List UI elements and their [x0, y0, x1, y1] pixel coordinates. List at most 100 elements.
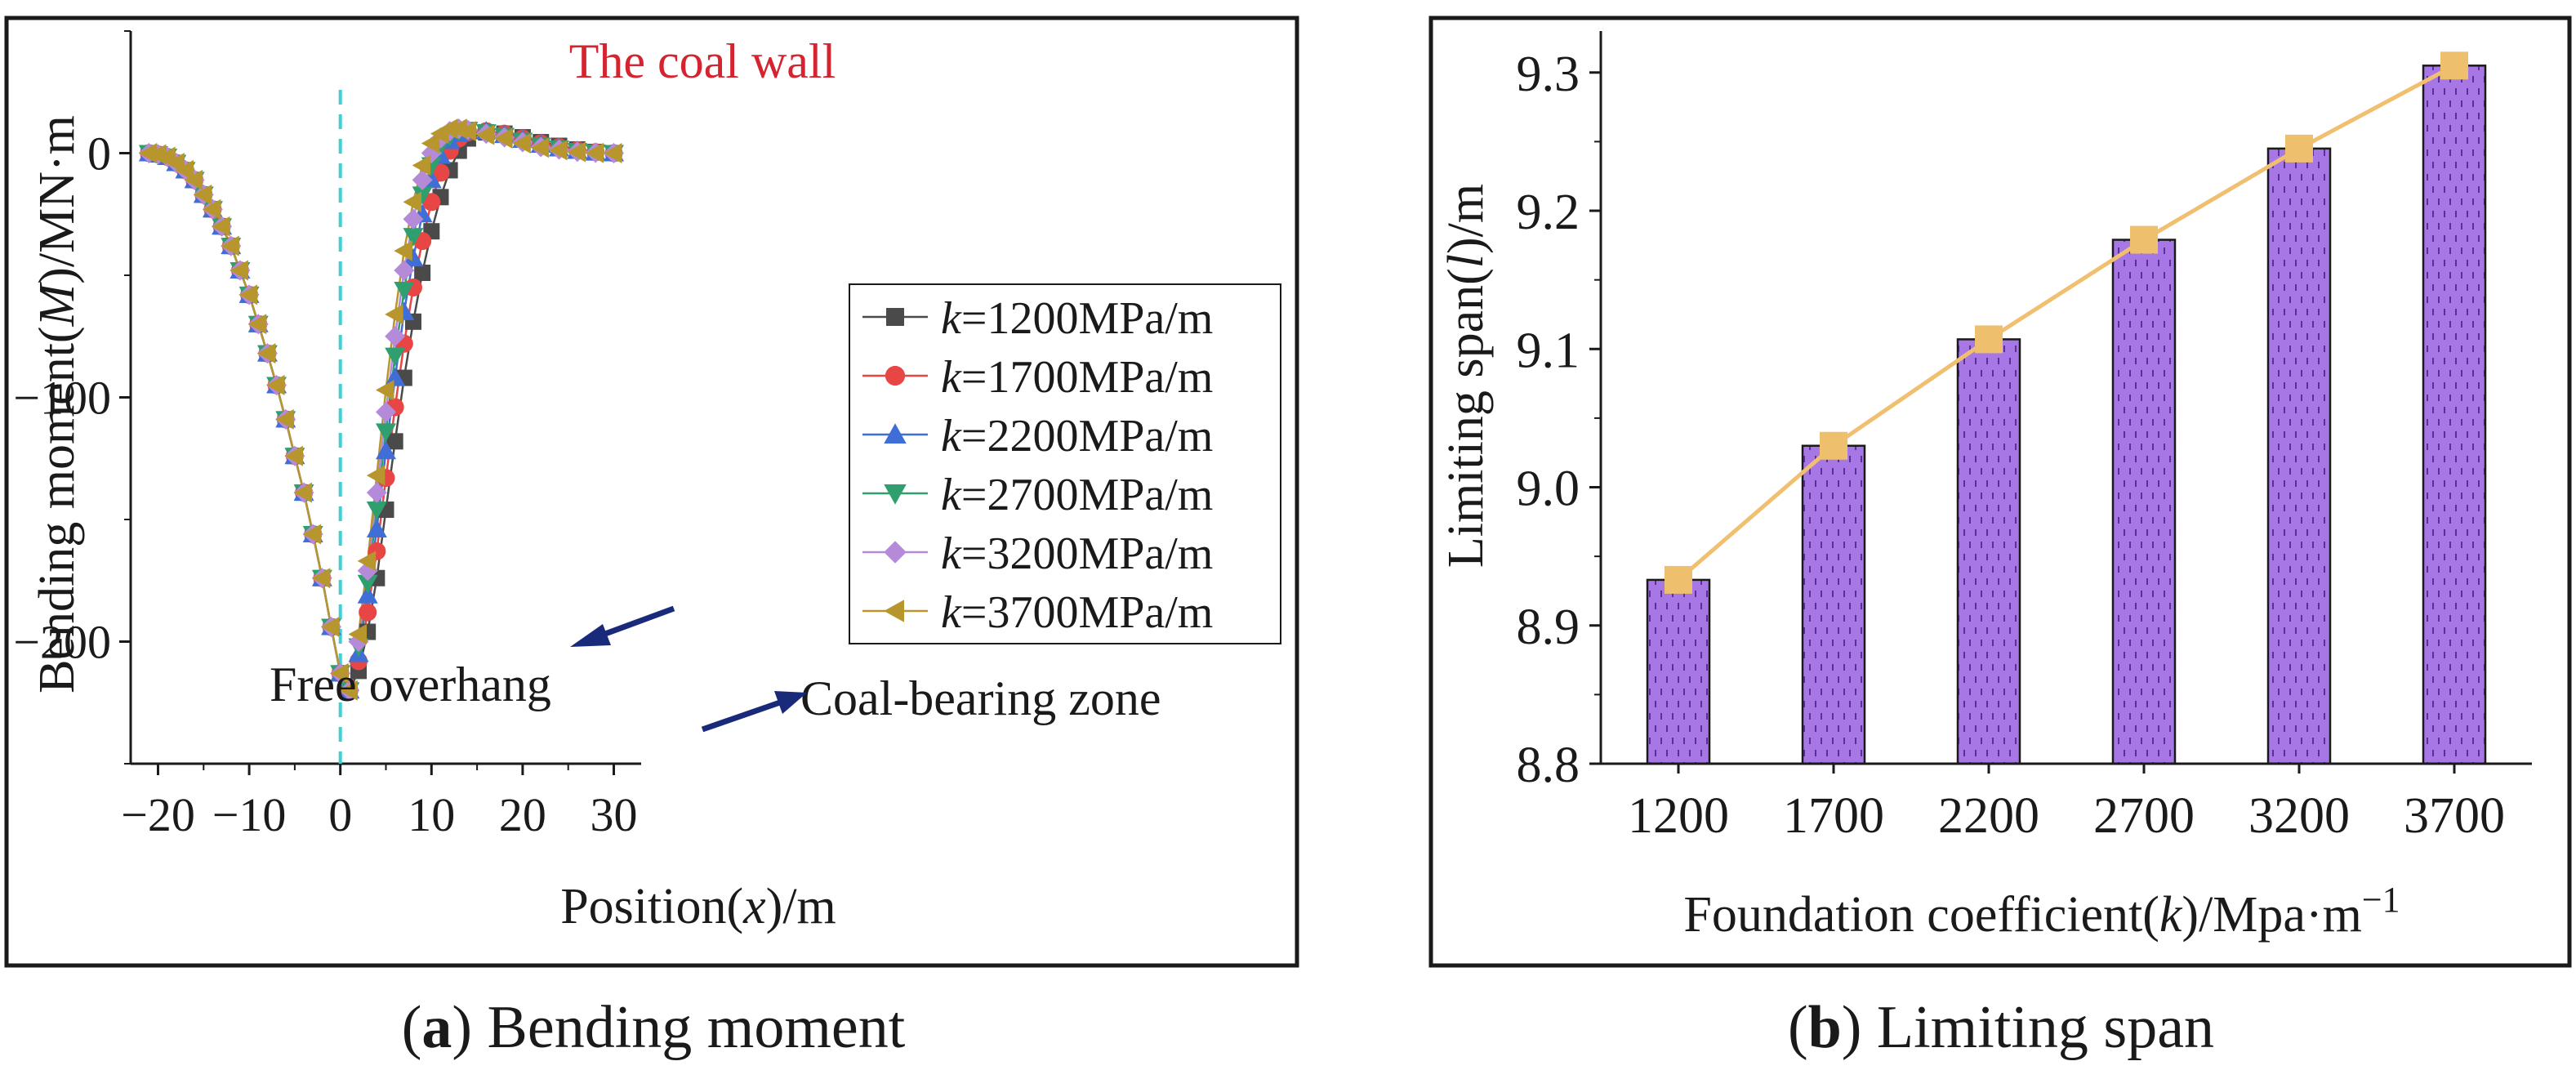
data-point [412, 169, 433, 190]
free-overhang-arrow [570, 605, 675, 647]
panel-b-ytick-label: 9.0 [1517, 461, 1580, 517]
data-point [567, 141, 586, 163]
coal-bearing-annotation: Coal-bearing zone [800, 671, 1161, 725]
data-point [386, 433, 403, 450]
data-point [448, 118, 467, 140]
legend-entry-value: =1200MPa/m [961, 293, 1214, 344]
legend-entry-k: k [941, 587, 962, 638]
data-point [175, 159, 194, 181]
data-point [359, 603, 377, 622]
data-point [422, 193, 441, 212]
bar-3700 [2422, 65, 2487, 765]
data-point [385, 326, 406, 347]
data-point [376, 440, 396, 460]
data-point [376, 423, 396, 442]
limiting-span-marker [2285, 134, 2313, 163]
data-point [366, 465, 386, 486]
limiting-span-marker [1820, 431, 1847, 460]
data-point [366, 502, 387, 520]
free-overhang-annotation: Free overhang [270, 658, 551, 711]
panel-b-frame [1428, 16, 2572, 968]
coal-wall-annotation: The coal wall [569, 34, 836, 88]
legend-entry: k=1700MPa/m [941, 352, 1213, 403]
data-point [184, 169, 203, 190]
panel-b-ytick-label: 9.2 [1517, 185, 1580, 240]
panel-a-xtick-label: −20 [121, 788, 195, 841]
legend-entry-value: =2700MPa/m [961, 470, 1214, 520]
data-point [330, 662, 349, 684]
data-point [530, 137, 550, 158]
panel-b-ytick-label: 8.9 [1517, 600, 1580, 655]
data-point [366, 482, 387, 503]
data-point [202, 198, 221, 220]
limiting-span-line [1677, 64, 2456, 582]
legend-entry: k=2700MPa/m [941, 470, 1213, 520]
data-point [403, 208, 424, 230]
panel-a-xtick-label: 10 [408, 788, 455, 841]
data-point [421, 133, 440, 154]
data-point [394, 281, 415, 301]
data-point [604, 143, 622, 163]
bar-1700 [1801, 444, 1866, 765]
data-point [394, 260, 415, 281]
bar-2700 [2111, 239, 2177, 765]
panel-b-xtick-label: 3700 [2404, 788, 2505, 844]
data-point [256, 343, 276, 364]
data-point [212, 216, 230, 237]
data-point [385, 368, 406, 386]
data-point [339, 680, 358, 701]
legend-entry-k: k [941, 293, 962, 344]
panel-a-ytick-label: −100 [13, 372, 111, 425]
limiting-span-marker [2130, 225, 2158, 254]
data-point [376, 380, 394, 401]
panel-b-xtick-label: 2200 [1938, 788, 2039, 844]
legend-entry-value: =3200MPa/m [961, 528, 1214, 579]
data-point [275, 408, 294, 430]
data-point [221, 235, 239, 256]
panel-a-ytick-label: −200 [13, 616, 111, 669]
caption-b-letter: b [1808, 994, 1842, 1061]
panel-b-plot-area: 8.8 8.9 9.0 9.1 9.2 9.3 1200 1700 2200 2700 3200 37… [1517, 31, 2532, 844]
caption-a-letter: a [421, 994, 452, 1061]
panel-b-ytick-label: 9.3 [1517, 47, 1580, 102]
panel-b-ytick-label: 9.1 [1517, 323, 1580, 378]
legend-entry-value: =3700MPa/m [961, 587, 1214, 638]
data-point [414, 265, 431, 282]
data-point [412, 154, 431, 176]
panel-a-xtick-label: 20 [499, 788, 546, 841]
data-point [266, 375, 285, 396]
data-point [394, 240, 412, 261]
legend-box [849, 283, 1281, 644]
legend-marker [884, 600, 904, 622]
panel-a-ylabel: Bending moment(M)/MN·m [29, 115, 85, 693]
panel-a-bending-moment: −20 −10 0 10 20 300−100−200 The coal wall Fre… [4, 16, 1299, 968]
data-point [147, 144, 167, 165]
data-point [475, 124, 495, 145]
legend-entry-value: =2200MPa/m [961, 411, 1214, 461]
panel-b-limiting-span: 8.8 8.9 9.0 9.1 9.2 9.3 1200 1700 2200 2700 3200 37… [1428, 16, 2572, 968]
limiting-span-marker [2440, 51, 2468, 80]
panel-b-ytick-label: 8.8 [1517, 738, 1580, 793]
data-point [357, 574, 378, 594]
data-point [284, 445, 303, 466]
legend-entry: k=2200MPa/m [941, 411, 1213, 461]
data-point [457, 121, 476, 142]
data-point [357, 551, 377, 572]
caption-a-text: Bending moment [488, 994, 906, 1061]
caption-b: (b) Limiting span [1788, 994, 2214, 1061]
panel-b-xtick-label: 1200 [1628, 788, 1729, 844]
panel-a-ytick-label: 0 [87, 127, 111, 181]
panel-b-xtick-label: 3200 [2248, 788, 2350, 844]
data-point [193, 184, 212, 205]
bar-2200 [1956, 338, 2021, 765]
data-point [138, 143, 158, 163]
panel-b-xlabel: Foundation coefficient(k)/Mpa·m−1 [1683, 880, 2400, 943]
panel-a-legend: k=1200MPa/mk=1700MPa/mk=2200MPa/mk=2700M… [849, 283, 1281, 644]
caption-a: (a) Bending moment [402, 994, 906, 1061]
data-point [321, 617, 340, 638]
data-point [549, 140, 568, 161]
legend-marker [886, 308, 904, 326]
legend-marker [884, 541, 907, 564]
legend-entry: k=3200MPa/m [941, 528, 1213, 579]
data-point [585, 142, 604, 163]
